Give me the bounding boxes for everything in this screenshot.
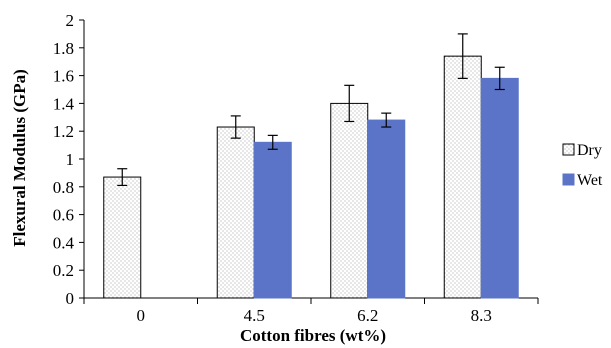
bar-dry-0 bbox=[103, 176, 142, 299]
bar-dry-8.3 bbox=[443, 55, 482, 299]
x-axis-title: Cotton fibres (wt%) bbox=[240, 326, 386, 345]
bar-wet-8.3 bbox=[480, 77, 519, 299]
y-tick-label: 1.8 bbox=[53, 39, 74, 58]
x-tick-label: 6.2 bbox=[357, 306, 378, 325]
y-tick-label: 0.6 bbox=[53, 206, 74, 225]
y-tick-label: 0.4 bbox=[53, 233, 75, 252]
legend: Dry Wet bbox=[562, 142, 603, 189]
legend-label-wet: Wet bbox=[577, 172, 603, 189]
y-tick-label: 1 bbox=[66, 150, 75, 169]
y-axis-title: Flexural Modulus (GPa) bbox=[10, 69, 29, 247]
legend-swatch-wet bbox=[562, 173, 575, 186]
bar-dry-4.5 bbox=[216, 126, 255, 299]
y-tick-label: 0.8 bbox=[53, 178, 74, 197]
bar-dry-6.2 bbox=[330, 102, 369, 299]
legend-swatch-dry bbox=[562, 143, 575, 156]
bar-wet-4.5 bbox=[253, 141, 292, 299]
y-tick-label: 1.6 bbox=[53, 67, 74, 86]
x-tick-label: 0 bbox=[137, 306, 146, 325]
y-tick-label: 1.4 bbox=[53, 94, 75, 113]
bar-wet-6.2 bbox=[367, 119, 406, 299]
x-tick-label: 4.5 bbox=[244, 306, 265, 325]
y-tick-label: 0.2 bbox=[53, 261, 74, 280]
y-tick-label: 0 bbox=[66, 289, 75, 308]
y-tick-label: 1.2 bbox=[53, 122, 74, 141]
legend-label-dry: Dry bbox=[577, 142, 602, 159]
plot-area: 0 0.2 0.4 0.6 0.8 1 1.2 1.4 1.6 1.8 2 0 4.5 6.2 8.3 bbox=[53, 11, 539, 325]
y-tick-label: 2 bbox=[66, 11, 75, 30]
x-tick-label: 8.3 bbox=[471, 306, 492, 325]
